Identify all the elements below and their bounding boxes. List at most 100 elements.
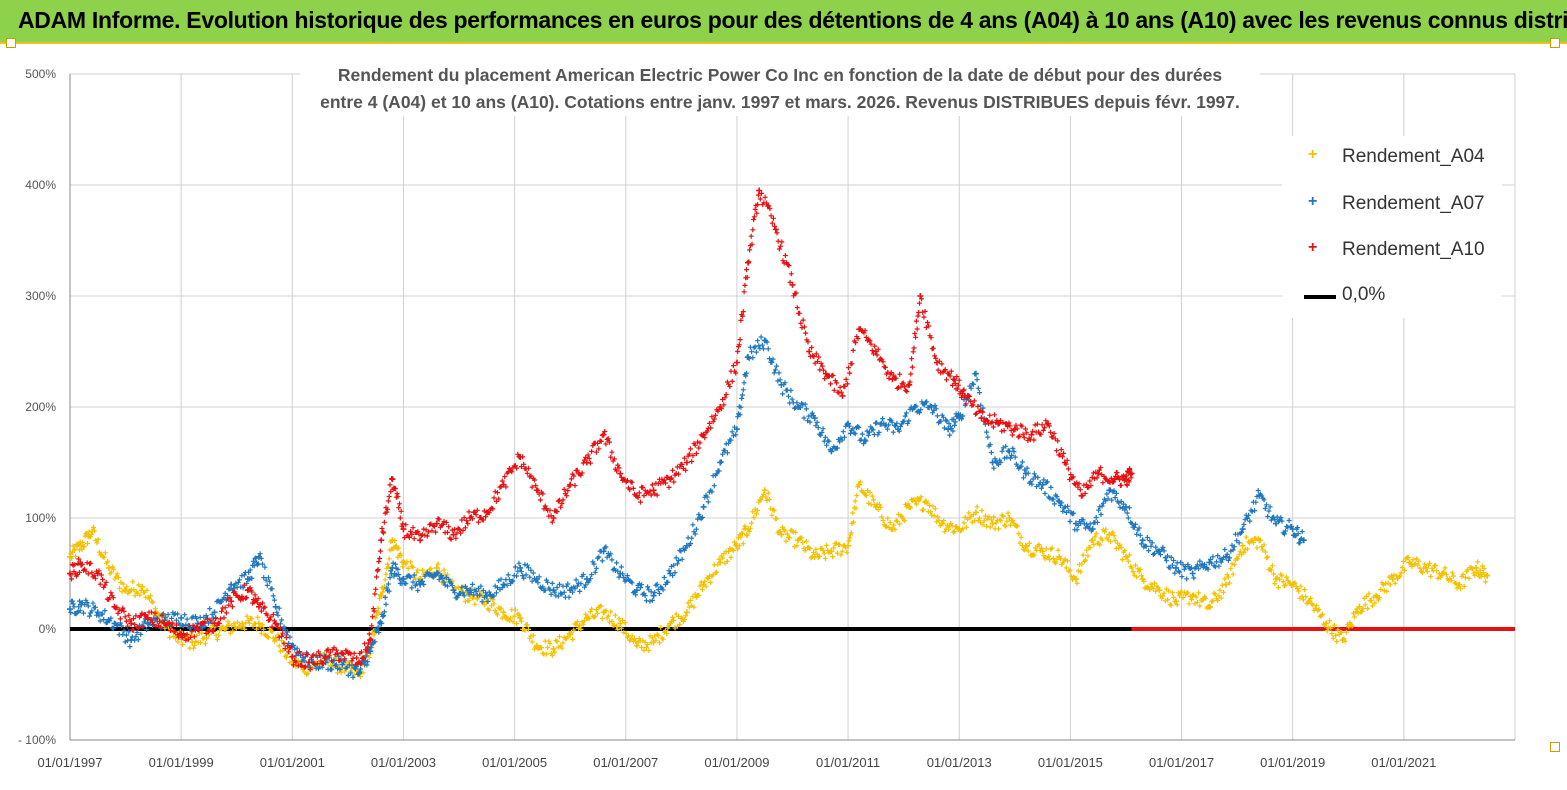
- legend-item-a04: + Rendement_A04: [1282, 144, 1502, 174]
- x-tick-label: 01/01/2019: [1260, 755, 1325, 770]
- data-point: [550, 645, 557, 652]
- data-point-cloud: [830, 421, 850, 452]
- data-point: [845, 542, 852, 549]
- data-point-cloud: [1374, 573, 1394, 603]
- data-point: [683, 609, 690, 616]
- data-point: [1223, 581, 1229, 588]
- data-point-cloud: [1241, 488, 1261, 527]
- data-point-cloud: [129, 610, 150, 633]
- data-point-cloud: [113, 604, 133, 629]
- data-point-cloud: [1024, 465, 1044, 491]
- data-point: [772, 226, 779, 233]
- data-point-cloud: [1108, 487, 1128, 513]
- data-point: [178, 614, 185, 621]
- data-point-cloud: [485, 478, 505, 516]
- data-point-cloud: [107, 564, 127, 595]
- data-point-cloud: [1224, 529, 1244, 563]
- legend-label-a10: Rendement_A10: [1342, 239, 1485, 260]
- data-point-cloud: [735, 354, 750, 420]
- data-point-cloud: [502, 451, 522, 490]
- data-point-cloud: [763, 490, 783, 536]
- data-point-cloud: [668, 455, 689, 485]
- data-point-cloud: [1091, 526, 1111, 548]
- data-point: [1089, 526, 1096, 533]
- data-point-cloud: [974, 377, 994, 455]
- data-point: [1423, 564, 1430, 571]
- legend-item-a07: + Rendement_A07: [1282, 191, 1502, 221]
- y-tick-label: 0%: [39, 622, 57, 636]
- x-tick-label: 01/01/2009: [704, 755, 769, 770]
- data-point-cloud: [1091, 491, 1111, 526]
- data-point-cloud: [435, 570, 455, 589]
- data-point-cloud: [1007, 445, 1028, 481]
- data-point-cloud: [957, 510, 978, 534]
- data-point: [633, 642, 640, 649]
- data-point-cloud: [618, 474, 639, 499]
- data-point: [950, 376, 957, 383]
- resize-handle-bottom-right[interactable]: [1550, 742, 1560, 752]
- data-point-cloud: [880, 416, 900, 435]
- chart-title-line1: Rendement du placement American Electric…: [337, 65, 1223, 85]
- data-point: [717, 459, 724, 466]
- data-point: [733, 359, 740, 366]
- resize-handle-top-right[interactable]: [1550, 38, 1560, 48]
- data-point-cloud: [718, 539, 739, 566]
- data-point-cloud: [1291, 525, 1306, 546]
- data-point-cloud: [357, 631, 372, 667]
- data-point-cloud: [891, 501, 911, 532]
- data-point: [289, 653, 296, 660]
- data-point-cloud: [1108, 529, 1128, 563]
- data-point: [911, 404, 918, 410]
- data-point: [367, 648, 374, 655]
- data-point: [400, 576, 407, 583]
- resize-handle-left[interactable]: [6, 38, 16, 48]
- data-point: [839, 392, 846, 399]
- data-point: [917, 293, 924, 299]
- data-point-cloud: [668, 611, 689, 631]
- x-tick-label: 01/01/2017: [1149, 755, 1214, 770]
- data-point-cloud: [140, 587, 161, 618]
- data-point-cloud: [1046, 423, 1067, 460]
- data-point: [650, 592, 657, 599]
- data-point-cloud: [1158, 586, 1178, 608]
- data-point-cloud: [1458, 565, 1478, 592]
- data-point-cloud: [996, 418, 1017, 438]
- data-point-cloud: [79, 597, 100, 619]
- data-point: [400, 526, 407, 533]
- data-point: [789, 281, 796, 288]
- chart-title-line2: entre 4 (A04) et 10 ans (A10). Cotations…: [320, 92, 1240, 112]
- data-point-cloud: [124, 579, 144, 599]
- data-point-cloud: [780, 524, 800, 550]
- x-tick-label: 01/01/2021: [1371, 755, 1436, 770]
- data-point-cloud: [402, 522, 422, 542]
- data-point: [339, 650, 346, 657]
- page-banner: ADAM Informe. Evolution historique des p…: [0, 0, 1567, 44]
- data-point: [700, 503, 707, 510]
- series-rendement-a04: [67, 479, 1491, 680]
- data-point-cloud: [941, 518, 961, 535]
- data-point-cloud: [718, 363, 739, 412]
- data-point: [450, 531, 457, 538]
- data-point: [1356, 603, 1363, 610]
- data-point-cloud: [735, 267, 750, 354]
- data-point: [228, 598, 235, 605]
- data-point: [906, 503, 913, 510]
- data-point: [667, 476, 674, 483]
- data-point-cloud: [1080, 469, 1100, 499]
- data-point: [600, 431, 607, 438]
- y-tick-label: 300%: [25, 289, 56, 303]
- data-point: [617, 620, 624, 627]
- data-point: [67, 606, 73, 613]
- data-point: [828, 448, 835, 455]
- data-point-cloud: [1224, 548, 1244, 586]
- data-point: [978, 415, 985, 422]
- data-point-cloud: [746, 192, 761, 265]
- data-point: [222, 626, 229, 632]
- legend-item-a10: + Rendement_A10: [1282, 237, 1502, 267]
- data-point: [989, 459, 996, 466]
- data-point: [1028, 431, 1035, 438]
- data-point-cloud: [635, 581, 655, 604]
- data-point: [1006, 515, 1013, 521]
- data-point: [417, 537, 424, 544]
- data-point-cloud: [535, 574, 555, 597]
